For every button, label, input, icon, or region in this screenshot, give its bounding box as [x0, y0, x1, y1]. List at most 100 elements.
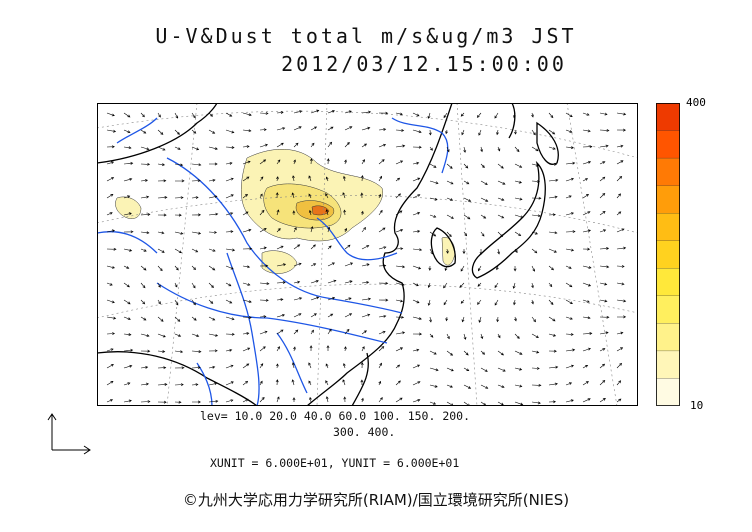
wind-vector-arrow [395, 210, 403, 216]
wind-vector-arrow [480, 214, 487, 219]
wind-vector-arrow [174, 350, 184, 354]
wind-vector-arrow [106, 112, 115, 117]
wind-vector-arrow [276, 209, 280, 216]
wind-vector-arrow [427, 112, 431, 119]
wind-vector-arrow [459, 282, 465, 288]
wind-vector-arrow [616, 380, 622, 386]
wind-vector-arrow [310, 142, 315, 148]
wind-vector-arrow [599, 128, 610, 132]
copyright-notice: ©九州大学応用力学研究所(RIAM)/国立環境研究所(NIES) [182, 491, 570, 509]
wind-vector-arrow [514, 333, 520, 339]
wind-vector-arrow [480, 180, 488, 185]
wind-vector-arrow [361, 346, 365, 352]
wind-vector-arrow [531, 383, 542, 387]
wind-vector-arrow [310, 109, 320, 114]
colorbar-segment [656, 240, 680, 269]
wind-vector-arrow [446, 231, 452, 238]
wind-vector-arrow [548, 231, 558, 235]
wind-vector-arrow [327, 262, 335, 267]
wind-vector-arrow [429, 146, 433, 151]
wind-vector-arrow [191, 146, 200, 151]
wind-vector-arrow [140, 129, 147, 134]
wind-vector-arrow [497, 248, 501, 255]
wind-vector-arrow [565, 146, 575, 150]
wind-vector-arrow [565, 282, 573, 288]
wind-vector-arrow [242, 145, 250, 149]
wind-vector-arrow [512, 282, 516, 289]
wind-vector-arrow [293, 280, 301, 284]
wind-vector-arrow [191, 213, 202, 217]
wind-vector-arrow [565, 161, 576, 165]
wind-vector-arrow [292, 397, 296, 402]
wind-vector-arrow [412, 112, 420, 117]
wind-vector-arrow [462, 249, 466, 255]
wind-vector-arrow [582, 247, 591, 251]
wind-vector-arrow [378, 362, 382, 369]
wind-vector-arrow [310, 226, 314, 233]
wind-vector-arrow [497, 163, 504, 169]
wind-vector-arrow [208, 399, 219, 403]
wind-vector-arrow [429, 316, 432, 323]
colorbar-segment [656, 268, 680, 297]
wind-vector-arrow [259, 330, 268, 335]
colorbar-segment [656, 130, 680, 159]
wind-vector-arrow [395, 160, 404, 165]
wind-vector-arrow [309, 158, 313, 165]
wind-vector-arrow [412, 399, 421, 403]
wind-vector-arrow [429, 401, 437, 405]
wind-vector-arrow [395, 177, 401, 182]
wind-vector-arrow [378, 281, 389, 285]
wind-vector-arrow [378, 298, 389, 302]
wind-vector-arrow [326, 158, 330, 165]
wind-vector-arrow [514, 316, 517, 322]
wind-vector-arrow [497, 350, 505, 356]
wind-vector-arrow [275, 363, 279, 369]
wind-vector-arrow [429, 197, 438, 201]
wind-vector-arrow [157, 163, 166, 167]
wind-vector-arrow [531, 163, 540, 167]
wind-vector-arrow [548, 248, 557, 253]
wind-vector-arrow [616, 282, 625, 286]
wind-vector-arrow [548, 382, 558, 386]
wind-vector-arrow [208, 333, 219, 337]
wind-vector-arrow [429, 231, 437, 237]
wind-vector-arrow [531, 350, 540, 354]
dust-concentration-contours [115, 149, 456, 274]
wind-vector-arrow [531, 333, 539, 338]
wind-vector-arrow [446, 146, 450, 153]
wind-vector-arrow [123, 212, 132, 216]
wind-vector-arrow [140, 365, 149, 369]
wind-vector-arrow [275, 379, 279, 386]
wind-vector-arrow [174, 146, 181, 150]
wind-vector-arrow [157, 383, 168, 386]
wind-vector-arrow [378, 175, 383, 182]
wind-vector-arrow [123, 161, 134, 165]
wind-vector-arrow [106, 332, 116, 336]
wind-vector-arrow [460, 299, 465, 304]
wind-vector-arrow [412, 299, 420, 304]
wind-vector-arrow [192, 400, 201, 404]
wind-vector-arrow [565, 399, 574, 403]
wind-vector-arrow [548, 162, 558, 166]
wind-vector-arrow [342, 362, 346, 369]
wind-vector-arrow [225, 364, 234, 369]
wind-vector-arrow [395, 364, 401, 369]
wind-vector-arrow [140, 162, 151, 166]
wind-vector-arrow [616, 175, 623, 182]
wind-vector-arrow [208, 146, 218, 150]
colorbar-min-label: 10 [690, 399, 704, 412]
wind-vector-arrow [531, 401, 541, 405]
wind-vector-arrow [191, 282, 196, 289]
wind-vector-arrow [582, 160, 592, 165]
wind-vector-arrow [140, 333, 150, 337]
wind-vector-arrow [225, 194, 234, 199]
wind-vector-arrow [480, 350, 486, 355]
wind-vector-arrow [157, 333, 166, 338]
wind-vector-arrow [208, 178, 216, 182]
wind-vector-arrow [191, 112, 196, 119]
wind-vector-arrow [565, 316, 573, 320]
wind-vector-arrow [191, 333, 200, 337]
wind-vector-arrow [225, 348, 233, 352]
wind-vector-arrow [616, 347, 624, 352]
wind-vector-arrow [446, 197, 454, 201]
